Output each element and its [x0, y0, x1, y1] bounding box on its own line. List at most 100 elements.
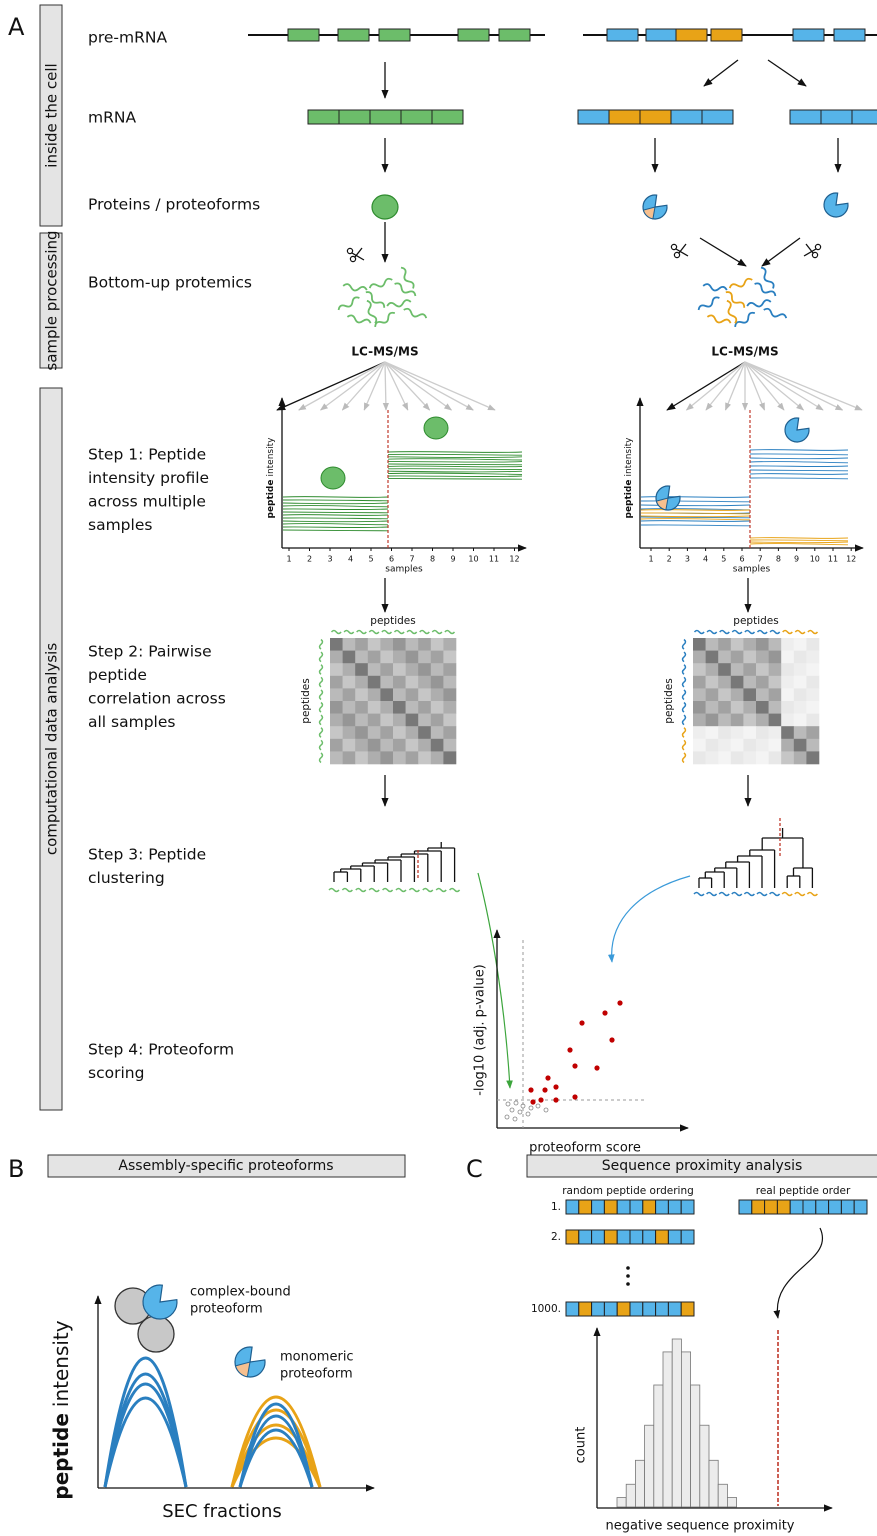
arrow	[385, 362, 408, 410]
exon	[777, 1200, 790, 1214]
step-label: correlation across	[88, 690, 226, 708]
heatmap-cell	[343, 701, 356, 714]
scissors-blade	[806, 244, 813, 253]
significant-point	[545, 1075, 550, 1080]
peptide	[436, 889, 446, 892]
heatmap-cell	[718, 676, 731, 689]
peptide	[707, 893, 717, 896]
intensity-line	[641, 525, 750, 526]
nonsignificant-point	[506, 1102, 510, 1106]
exon	[592, 1230, 605, 1244]
heatmap-cell	[380, 638, 393, 651]
histogram-bar	[663, 1352, 672, 1507]
exon	[790, 1200, 803, 1214]
step-label: clustering	[88, 869, 165, 887]
intensity-line	[388, 466, 522, 467]
heatmap-cell	[406, 651, 419, 664]
heatmap-cell	[418, 701, 431, 714]
heatmap-cell	[706, 726, 719, 739]
nonsignificant-point	[518, 1110, 522, 1114]
heatmap-cell	[418, 751, 431, 764]
tick-label: 1	[286, 555, 291, 564]
peptide	[395, 631, 405, 634]
intensity-line	[283, 518, 388, 519]
exon	[604, 1230, 617, 1244]
nonsignificant-point	[514, 1101, 518, 1105]
heatmap-cell	[781, 676, 794, 689]
heatmap-cell	[431, 701, 444, 714]
histogram-bar	[727, 1498, 736, 1507]
heatmap-cell	[706, 751, 719, 764]
axis-label: peptides	[663, 678, 675, 723]
arrow	[385, 362, 495, 410]
heatmap-cell	[355, 726, 368, 739]
heatmap-cell	[343, 676, 356, 689]
heatmap-cell	[794, 651, 807, 664]
heatmap-cell	[781, 638, 794, 651]
elution-peak	[105, 1358, 186, 1487]
peptide	[683, 728, 686, 738]
section-label: sample processing	[43, 230, 61, 370]
intensity-line	[750, 543, 848, 544]
heatmap-cell	[756, 663, 769, 676]
axis-label-bold: peptide	[266, 480, 276, 519]
heatmap-cell	[343, 739, 356, 752]
heatmap-cell	[443, 701, 456, 714]
tick-label: 8	[430, 555, 435, 564]
heatmap-cell	[406, 739, 419, 752]
exon	[630, 1200, 643, 1214]
heatmap-cell	[706, 701, 719, 714]
arrow	[768, 60, 806, 86]
heatmap-cell	[380, 751, 393, 764]
heatmap-cell	[806, 638, 819, 651]
peptide	[329, 889, 339, 892]
tick-label: 12	[509, 555, 519, 564]
axis-label: peptides	[733, 615, 778, 627]
heatmap-cell	[418, 676, 431, 689]
step-label: Step 1: Peptide	[88, 446, 206, 464]
heatmap-cell	[769, 676, 782, 689]
tick-label: 5	[721, 555, 726, 564]
peptide	[747, 299, 772, 308]
heatmap-cell	[330, 751, 343, 764]
intensity-line	[750, 461, 848, 462]
peptide	[320, 715, 323, 725]
heatmap-cell	[718, 651, 731, 664]
tick-label: 9	[450, 555, 455, 564]
section-label: inside the cell	[43, 63, 61, 167]
heatmap-cell	[443, 676, 456, 689]
axis-label: SEC fractions	[162, 1501, 282, 1522]
exon	[656, 1302, 669, 1316]
peptide	[320, 728, 323, 738]
heatmap-cell	[355, 739, 368, 752]
histogram-bar	[617, 1498, 626, 1507]
step-label: Step 4: Proteoform	[88, 1041, 234, 1059]
heatmap-cell	[380, 688, 393, 701]
ellipsis-dot	[626, 1274, 630, 1278]
intensity-line	[388, 476, 522, 477]
axis-label: count	[574, 1427, 589, 1464]
exon	[579, 1230, 592, 1244]
heatmap-cell	[731, 726, 744, 739]
tick-label: 7	[409, 555, 414, 564]
heatmap-cell	[693, 726, 706, 739]
significant-point	[617, 1000, 622, 1005]
exon	[656, 1200, 669, 1214]
exon	[604, 1200, 617, 1214]
significant-point	[530, 1099, 535, 1104]
exon	[401, 110, 432, 124]
exon	[566, 1302, 579, 1316]
heatmap-cell	[706, 663, 719, 676]
method-label: LC-MS/MS	[711, 345, 778, 359]
row-index: 1.	[551, 1201, 561, 1213]
peptide	[770, 631, 780, 634]
heatmap-cell	[706, 688, 719, 701]
exon	[829, 1200, 842, 1214]
heatmap-cell	[806, 651, 819, 664]
intensity-line	[750, 478, 848, 479]
panel-label: B	[8, 1155, 24, 1183]
ellipsis-dot	[626, 1266, 630, 1270]
heatmap-cell	[330, 688, 343, 701]
heatmap-cell	[330, 714, 343, 727]
heatmap-cell	[330, 726, 343, 739]
